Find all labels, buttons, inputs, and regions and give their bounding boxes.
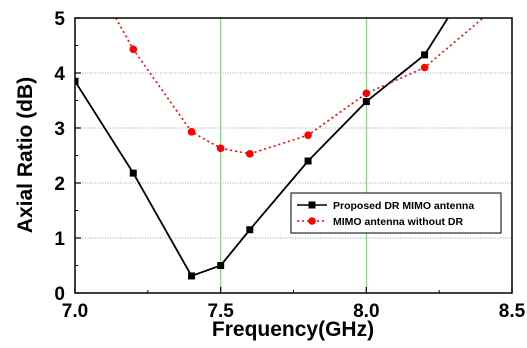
series-2-marker	[216, 144, 225, 153]
series-1-marker	[188, 272, 196, 280]
legend-label-1: Proposed DR MIMO antenna	[333, 200, 474, 212]
series-1-marker	[75, 77, 79, 85]
series-2-marker	[187, 128, 196, 136]
y-tick-labels: 0 1 2 3 4 5	[54, 9, 65, 305]
series-1-marker	[421, 51, 429, 59]
y-tick-label: 1	[54, 229, 65, 250]
x-tick-label: 7.0	[62, 301, 88, 322]
legend: Proposed DR MIMO antenna MIMO antenna wit…	[290, 192, 502, 234]
y-tick-label: 5	[54, 9, 65, 30]
legend-marker-circle	[308, 217, 316, 225]
x-tick-label: 7.5	[207, 301, 234, 322]
y-axis-title: Axial Ratio (dB)	[14, 77, 37, 233]
series-1-marker	[129, 169, 137, 177]
y-tick-label: 4	[54, 64, 65, 85]
series-layer	[75, 18, 484, 280]
series-1-marker	[362, 98, 370, 106]
series-1-marker	[217, 262, 225, 269]
legend-label-2: MIMO antenna without DR	[333, 216, 463, 228]
gridlines	[75, 18, 512, 293]
plot-area	[75, 18, 512, 293]
series-2-marker	[420, 63, 429, 72]
x-tick-label: 8.0	[353, 301, 379, 322]
axis-ticks	[74, 17, 513, 294]
series-2-marker	[304, 131, 312, 139]
y-tick-label: 2	[54, 174, 65, 195]
series-2-marker	[129, 45, 138, 54]
series-1-marker	[246, 226, 254, 234]
series-2-marker	[246, 150, 254, 158]
y-tick-label: 0	[54, 284, 65, 305]
series-1-marker	[304, 157, 312, 165]
x-tick-label: 8.5	[499, 301, 526, 322]
x-tick-labels: 7.0 7.5 8.0 8.5	[62, 301, 526, 322]
legend-box	[290, 192, 502, 234]
series-2-marker	[362, 89, 371, 98]
x-axis-title: Frequency(GHz)	[212, 318, 374, 341]
legend-marker-square	[308, 201, 316, 209]
y-tick-label: 3	[54, 119, 65, 140]
